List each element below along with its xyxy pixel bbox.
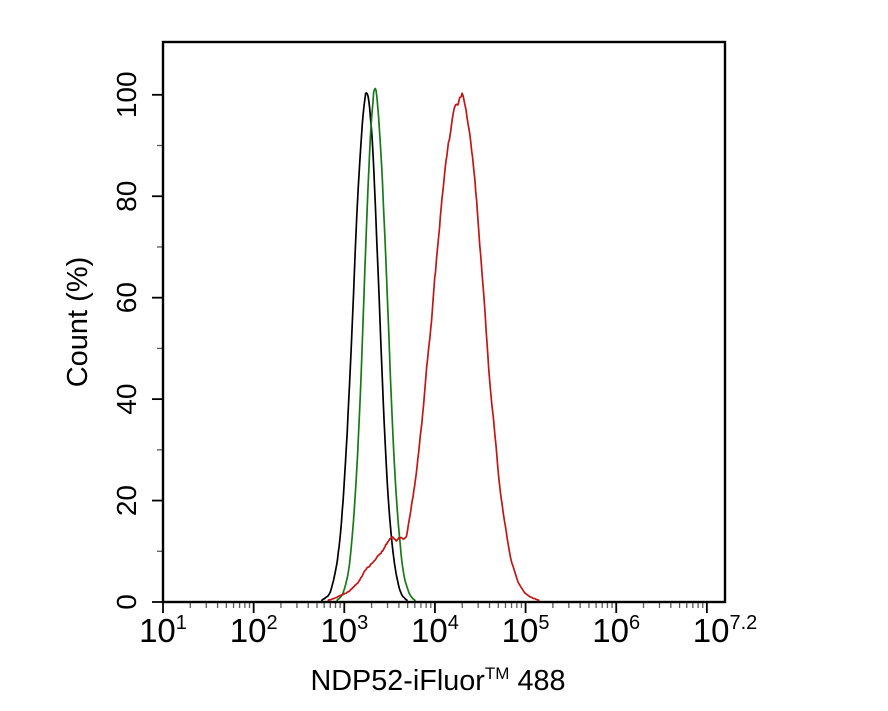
- svg-text:NDP52-iFluorTM 488: NDP52-iFluorTM 488: [310, 664, 565, 697]
- svg-text:100: 100: [111, 71, 142, 118]
- svg-text:80: 80: [111, 181, 142, 212]
- svg-text:60: 60: [111, 282, 142, 313]
- svg-text:Count (%): Count (%): [62, 257, 94, 388]
- svg-text:40: 40: [111, 384, 142, 415]
- svg-text:0: 0: [111, 594, 142, 610]
- svg-text:20: 20: [111, 485, 142, 516]
